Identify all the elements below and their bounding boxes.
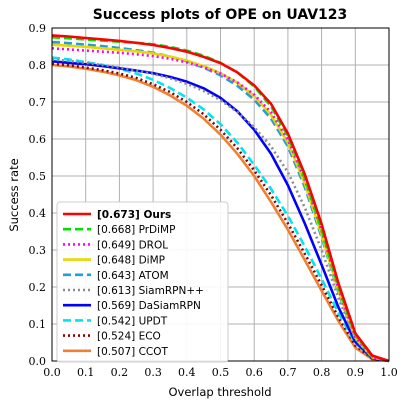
legend-label: [0.542] UPDT <box>97 315 168 327</box>
y-axis-ticks: 0.0 0.1 0.2 0.3 0.4 0.5 0.6 0.7 0.8 0.9 <box>29 22 47 368</box>
y-tick-label: 0.2 <box>29 281 47 294</box>
chart-title: Success plots of OPE on UAV123 <box>93 7 348 23</box>
y-tick-label: 0.5 <box>29 170 47 183</box>
x-tick-label: 0.4 <box>178 366 196 379</box>
y-tick-label: 0.6 <box>29 133 47 146</box>
y-tick-label: 0.0 <box>29 355 47 368</box>
series-line-7 <box>51 56 390 363</box>
x-tick-label: 0.3 <box>144 366 162 379</box>
legend-label: [0.668] PrDiMP <box>97 224 175 236</box>
x-tick-label: 0.2 <box>111 366 129 379</box>
legend-label: [0.643] ATOM <box>97 270 169 282</box>
x-tick-label: 1.0 <box>380 366 398 379</box>
legend-label: [0.569] DaSiamRPN <box>97 300 201 312</box>
x-tick-label: 0.1 <box>77 366 95 379</box>
y-tick-label: 0.8 <box>29 59 47 72</box>
x-tick-label: 0.9 <box>347 366 365 379</box>
legend-label: [0.613] SiamRPN++ <box>97 285 204 297</box>
legend-label: [0.649] DROL <box>97 239 168 251</box>
y-tick-label: 0.1 <box>29 318 47 331</box>
legend-label: [0.507] CCOT <box>97 346 169 358</box>
series-line-9 <box>51 63 390 363</box>
legend-label: [0.648] DiMP <box>97 255 165 267</box>
x-tick-label: 0.6 <box>245 366 263 379</box>
series-line-0 <box>51 34 390 363</box>
x-tick-label: 0.7 <box>279 366 297 379</box>
y-axis-label: Success rate <box>7 158 21 231</box>
x-tick-label: 0.0 <box>43 366 61 379</box>
legend-label: [0.673] Ours <box>97 209 171 221</box>
x-axis-label: Overlap threshold <box>168 385 271 399</box>
series-line-8 <box>51 62 390 363</box>
y-tick-label: 0.9 <box>29 22 47 35</box>
y-tick-label: 0.3 <box>29 244 47 257</box>
series-layer <box>51 34 390 363</box>
y-tick-label: 0.7 <box>29 96 47 109</box>
y-tick-label: 0.4 <box>29 207 47 220</box>
x-axis-ticks: 0.0 0.1 0.2 0.3 0.4 0.5 0.6 0.7 0.8 0.9 1.0 <box>43 366 398 379</box>
x-tick-label: 0.8 <box>313 366 331 379</box>
legend-box <box>56 201 229 363</box>
series-line-4 <box>51 40 390 363</box>
legend: [0.673] Ours [0.668] PrDiMP [0.649] DROL [0… <box>56 201 229 363</box>
x-tick-label: 0.5 <box>212 366 230 379</box>
legend-label: [0.524] ECO <box>97 331 161 343</box>
series-line-5 <box>51 58 390 363</box>
